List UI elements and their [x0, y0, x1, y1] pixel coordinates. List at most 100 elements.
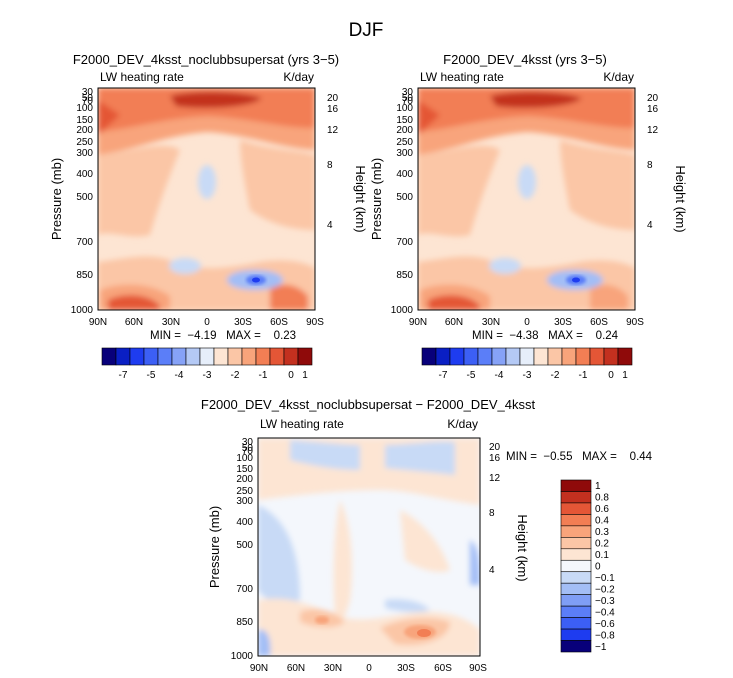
colorbar-swatch: [115, 347, 131, 366]
colorbar-label: -7: [119, 370, 128, 381]
colorbar-swatch: [463, 347, 479, 366]
panel-units-label: K/day: [447, 417, 478, 431]
colorbar-label: −0.4: [595, 607, 615, 618]
colorbar-swatch: [560, 525, 592, 538]
colorbar-swatch: [560, 640, 592, 653]
colorbar-swatch: [560, 582, 592, 595]
colorbar-swatch: [560, 491, 592, 504]
colorbar-label: −0.1: [595, 573, 615, 584]
y-tick-label: 200: [236, 474, 253, 485]
y-tick-label: 150: [76, 115, 93, 126]
y-tick-label: 400: [396, 169, 413, 180]
y2-tick-label: 20: [647, 93, 659, 104]
panel-variable-label: LW heating rate: [420, 70, 504, 84]
colorbar-swatch: [589, 347, 605, 366]
colorbar-label: -3: [523, 370, 532, 381]
y-tick-label: 100: [236, 453, 253, 464]
x-tick-label: 60N: [125, 317, 143, 328]
colorbar-label: −0.2: [595, 584, 615, 595]
panel-control: F2000_DEV_4ksst_noclubbsupersat (yrs 3−5…: [49, 52, 368, 381]
colorbar-label: 0: [595, 562, 601, 573]
panel-difference: F2000_DEV_4ksst_noclubbsupersat − F2000_…: [201, 397, 653, 674]
colorbar-label: 0: [608, 370, 614, 381]
y-tick-label: 70: [82, 96, 94, 107]
colorbar-swatch: [561, 347, 577, 366]
y-axis-right: 20 16 12 8 4: [327, 93, 339, 231]
colorbar-label: 0.6: [595, 504, 609, 515]
colorbar-swatch: [575, 347, 591, 366]
y-tick-label: 50: [402, 93, 414, 104]
colorbar-swatch: [449, 347, 465, 366]
x-tick-label: 90S: [306, 317, 324, 328]
y-tick-label: 50: [242, 443, 254, 454]
y2-tick-label: 16: [489, 453, 501, 464]
colorbar-label: -5: [467, 370, 476, 381]
colorbar-label: −0.8: [595, 630, 615, 641]
colorbar: -7 -5 -4 -3 -2 -1 0 1: [101, 347, 313, 381]
colorbar-label: -2: [231, 370, 240, 381]
colorbar-swatch: [505, 347, 521, 366]
stats-label: MIN = −4.38 MAX = 0.24: [472, 330, 619, 342]
colorbar-swatch: [491, 347, 507, 366]
y2-tick-label: 4: [327, 220, 333, 231]
colorbar-swatch: [547, 347, 563, 366]
colorbar-swatch: [560, 537, 592, 550]
x-tick-label: 30S: [554, 317, 572, 328]
y2-tick-label: 12: [489, 473, 501, 484]
x-tick-label: 0: [366, 663, 372, 674]
colorbar-swatch: [269, 347, 285, 366]
y-axis-title: Pressure (mb): [207, 506, 222, 588]
x-tick-label: 90S: [469, 663, 487, 674]
x-tick-label: 30N: [324, 663, 342, 674]
y2-axis-title: Height (km): [673, 165, 688, 232]
colorbar-swatch: [297, 347, 313, 366]
panel-title: F2000_DEV_4ksst (yrs 3−5): [443, 52, 607, 67]
colorbar-label: -1: [579, 370, 588, 381]
x-tick-label: 90S: [626, 317, 644, 328]
y2-axis-title: Height (km): [515, 514, 530, 581]
y-tick-label: 500: [76, 192, 93, 203]
contour-field: [258, 438, 480, 656]
panel-reference: F2000_DEV_4ksst (yrs 3−5) LW heating rat…: [369, 52, 688, 381]
colorbar-label: -4: [175, 370, 184, 381]
colorbar: -7 -5 -4 -3 -2 -1 0 1: [421, 347, 633, 381]
y-tick-label: 70: [242, 446, 254, 457]
colorbar-swatch: [241, 347, 257, 366]
y-tick-label: 700: [236, 584, 253, 595]
y-tick-label: 300: [396, 148, 413, 159]
colorbar-swatch: [617, 347, 633, 366]
y-tick-label: 250: [396, 137, 413, 148]
y2-tick-label: 4: [647, 220, 653, 231]
contour-field: [98, 88, 315, 310]
colorbar-swatch: [560, 559, 592, 573]
colorbar-label: -4: [495, 370, 504, 381]
colorbar-swatch: [143, 347, 159, 366]
y-tick-label: 850: [396, 270, 413, 281]
colorbar-swatch: [255, 347, 271, 366]
colorbar-label: -7: [439, 370, 448, 381]
y-axis-right: 20 16 12 8 4: [647, 93, 659, 231]
colorbar-label: −0.3: [595, 596, 615, 607]
colorbar-swatch: [560, 571, 592, 584]
y-tick-label: 700: [396, 237, 413, 248]
colorbar-swatch: [199, 347, 215, 366]
colorbar-label: 0.8: [595, 493, 609, 504]
y-tick-label: 150: [396, 115, 413, 126]
colorbar-label: -1: [259, 370, 268, 381]
y-tick-label: 400: [236, 517, 253, 528]
colorbar-label: 1: [595, 481, 601, 492]
panel-title: F2000_DEV_4ksst_noclubbsupersat (yrs 3−5…: [73, 52, 339, 67]
colorbar-swatch: [560, 514, 592, 527]
y-tick-label: 850: [76, 270, 93, 281]
y2-tick-label: 20: [489, 442, 501, 453]
y2-tick-label: 12: [327, 125, 339, 136]
x-tick-label: 0: [524, 317, 530, 328]
y2-axis-title: Height (km): [353, 165, 368, 232]
x-tick-label: 90N: [89, 317, 107, 328]
stats-label: MIN = −0.55 MAX = 0.44: [506, 451, 653, 463]
y-tick-label: 30: [242, 437, 254, 448]
y-tick-label: 250: [76, 137, 93, 148]
colorbar-label: -3: [203, 370, 212, 381]
colorbar-label: 0.1: [595, 550, 609, 561]
